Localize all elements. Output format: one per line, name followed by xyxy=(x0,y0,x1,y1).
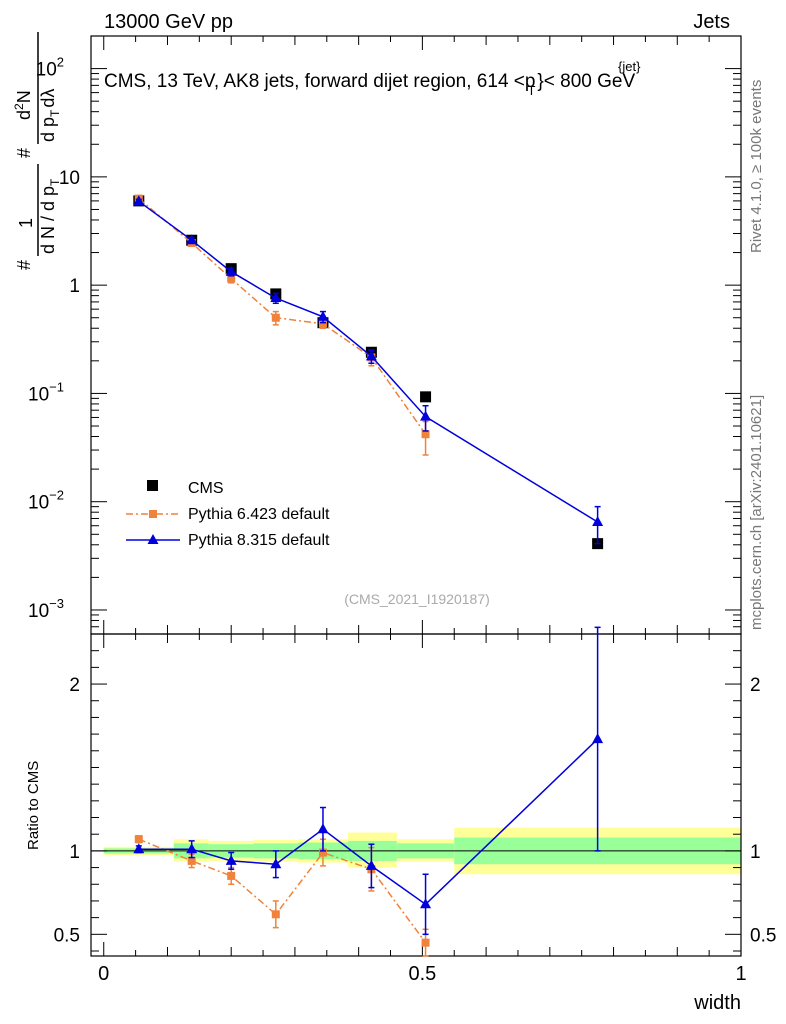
main-ytick-label-3: 1 xyxy=(69,276,80,297)
main-series-2-point-5 xyxy=(365,350,377,361)
ratio-series-0-point-1 xyxy=(187,856,196,865)
ratio-series-1-point-6 xyxy=(420,898,432,909)
ratio-series-1-point-4 xyxy=(317,823,329,834)
main-series-2-line xyxy=(138,200,598,523)
main-series-2-point-1 xyxy=(186,234,198,245)
main-title-head: CMS, 13 TeV, AK8 jets, forward dijet reg… xyxy=(104,71,535,92)
ratio-ytick-label-right-2: 2 xyxy=(750,675,761,696)
main-series-2-point-4 xyxy=(317,310,329,321)
main-series-1-line xyxy=(138,198,427,435)
ratio-frame xyxy=(90,633,742,957)
main-ytick-label-1: 10−2 xyxy=(28,488,64,514)
legend-p8-marker xyxy=(147,534,159,544)
header-right: Jets xyxy=(693,11,730,33)
main-series-2-point-3 xyxy=(270,292,282,303)
legend-p6-marker xyxy=(149,510,157,518)
ratio-ytick-label-0: 0.5 xyxy=(54,925,80,946)
ylabel-one: 1 xyxy=(16,218,36,228)
ratio-series-1-point-7 xyxy=(592,733,604,744)
main-title-sup: {jet} xyxy=(618,59,641,74)
legend-cms-marker xyxy=(147,480,158,491)
legend-p6-label: Pythia 6.423 default xyxy=(188,506,330,523)
main-title-sub: T xyxy=(527,83,535,98)
ratio-series-1-point-0 xyxy=(133,843,145,854)
mcplots-label: mcplots.cern.ch [arXiv:2401.10621] xyxy=(748,395,765,630)
legend-p8-label: Pythia 8.315 default xyxy=(188,532,330,549)
ratio-xtick-label-1: 0.5 xyxy=(408,963,436,985)
ratio-ytick-label-right-1: 1 xyxy=(750,842,761,863)
ratio-series-0-point-2 xyxy=(227,871,236,880)
main-series-2-point-2 xyxy=(225,265,237,276)
ratio-series-0-point-4 xyxy=(318,848,327,857)
ratio-xlabel: width xyxy=(693,992,741,1014)
main-series-2-point-0 xyxy=(133,195,145,206)
main-ytick-label-5: 102 xyxy=(36,55,64,81)
legend-cms-label: CMS xyxy=(188,480,224,497)
rivet-label: Rivet 4.1.0, ≥ 100k events xyxy=(748,80,765,253)
ylabel-dn-dpt: d N / d pT xyxy=(38,178,62,254)
main-series-1-point-4 xyxy=(318,319,327,328)
main-series-2-point-6 xyxy=(420,410,432,421)
main-ylabel: # 1 d N / d pT # d2N d pTdλ xyxy=(12,32,62,270)
legend: CMS Pythia 6.423 default Pythia 8.315 de… xyxy=(126,480,330,549)
ratio-series-1-point-3 xyxy=(270,858,282,869)
ratio-series-1-point-1 xyxy=(186,843,198,854)
main-series-1-point-2 xyxy=(227,274,236,283)
ratio-xtick-label-2: 1 xyxy=(735,963,746,985)
watermark: (CMS_2021_I1920187) xyxy=(344,591,490,607)
ratio-ylabel: Ratio to CMS xyxy=(25,761,42,850)
main-title-tail: }< 800 GeV xyxy=(537,71,635,92)
ylabel-dpt-dl: d pTdλ xyxy=(38,89,62,142)
ylabel-hash-2: # xyxy=(14,148,34,158)
main-title: CMS, 13 TeV, AK8 jets, forward dijet reg… xyxy=(104,71,635,98)
ratio-series-0-point-6 xyxy=(421,938,430,947)
main-series-0-point-6 xyxy=(420,391,432,403)
ylabel-d2n: d2N xyxy=(12,90,34,120)
ratio-series-1-point-2 xyxy=(225,854,237,865)
ratio-series-0-point-0 xyxy=(134,835,143,844)
main-ytick-label-0: 10−3 xyxy=(28,596,64,622)
ratio-ytick-label-2: 2 xyxy=(69,675,80,696)
ylabel-hash-1: # xyxy=(14,260,34,270)
ratio-ytick-label-1: 1 xyxy=(69,842,80,863)
main-series-2-point-7 xyxy=(592,515,604,526)
ratio-series-1-point-5 xyxy=(365,859,377,870)
ratio-ytick-label-right-0: 0.5 xyxy=(750,925,776,946)
ratio-series-0-point-3 xyxy=(271,910,280,919)
main-series-1-point-3 xyxy=(271,313,280,322)
ratio-xtick-label-0: 0 xyxy=(98,963,109,985)
header-left: 13000 GeV pp xyxy=(104,11,233,33)
main-ytick-label-4: 10 xyxy=(59,168,80,189)
main-ytick-label-2: 10−1 xyxy=(28,379,64,405)
ratio-series-1-line xyxy=(138,738,599,906)
main-series-1-point-6 xyxy=(421,430,430,439)
